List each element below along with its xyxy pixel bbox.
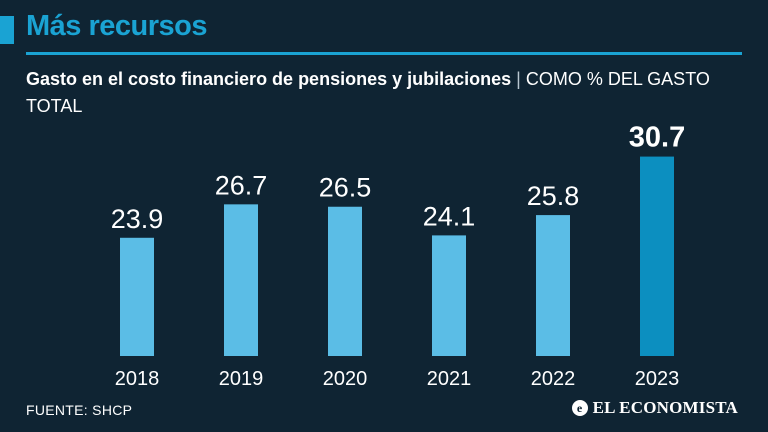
data-label-2019: 26.7: [215, 170, 268, 200]
bar-2020: [328, 206, 362, 356]
data-label-2018: 23.9: [111, 204, 164, 234]
data-label-2023: 30.7: [629, 122, 685, 154]
bar-2023: [640, 156, 674, 356]
data-label-2020: 26.5: [319, 173, 372, 203]
data-label-2021: 24.1: [423, 201, 476, 231]
source-note: FUENTE: SHCP: [26, 402, 133, 418]
chart-subtitle: Gasto en el costo financiero de pensione…: [26, 66, 742, 120]
x-tick-2019: 2019: [219, 368, 264, 390]
accent-block: [0, 16, 14, 44]
x-tick-2020: 2020: [323, 368, 368, 390]
x-tick-2021: 2021: [427, 368, 472, 390]
brand-mark-icon: e: [571, 400, 588, 416]
subtitle-main: Gasto en el costo financiero de pensione…: [26, 69, 512, 89]
data-label-2022: 25.8: [527, 181, 580, 211]
bar-2019: [224, 204, 258, 356]
subtitle-separator: |: [511, 69, 526, 89]
bar-2018: [120, 237, 154, 356]
subtitle-unit: COMO % DEL GASTO TOTAL: [26, 69, 710, 116]
x-tick-2022: 2022: [531, 368, 576, 390]
bar-2022: [536, 215, 570, 356]
title-rule: [26, 52, 742, 55]
x-tick-2023: 2023: [635, 368, 680, 390]
brand-name: EL ECONOMISTA: [592, 398, 738, 417]
x-tick-2018: 2018: [115, 368, 160, 390]
headline: Más recursos: [26, 10, 208, 42]
brand-logo: e EL ECONOMISTA: [571, 398, 738, 418]
bar-2021: [432, 235, 466, 356]
